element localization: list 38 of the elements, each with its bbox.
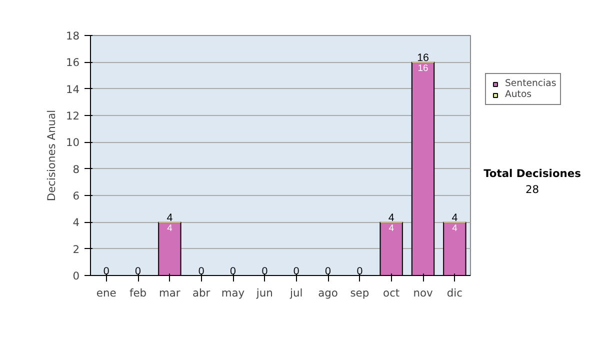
total-label: 0 [135, 266, 142, 278]
data-label: 4 [452, 223, 458, 234]
y-tick-label: 16 [66, 56, 80, 70]
y-tick-label: 6 [72, 190, 80, 202]
x-tick-label: sep [350, 286, 370, 300]
x-tick-label: may [221, 286, 245, 300]
data-label: 16 [418, 63, 428, 74]
x-tick-label: dic [446, 286, 463, 300]
x-tick-label: abr [192, 286, 211, 300]
y-tick-label: 8 [72, 162, 80, 176]
x-tick-label: feb [129, 286, 147, 300]
x-tick-label: jun [255, 286, 273, 300]
y-tick-label: 18 [66, 30, 80, 42]
total-label: 4 [388, 212, 394, 224]
total-label: 4 [452, 212, 458, 224]
y-tick-label: 10 [66, 136, 80, 150]
y-tick-label: 12 [66, 110, 80, 122]
y-tick-label: 14 [66, 82, 80, 96]
x-tick-label: ene [96, 286, 116, 300]
legend-label: Sentencias [505, 78, 556, 89]
text: 28 [525, 183, 540, 196]
data-label: 4 [388, 223, 394, 234]
text: Total Decisiones [484, 166, 581, 180]
x-tick-label: nov [413, 286, 433, 300]
y-tick-label: 0 [72, 270, 80, 282]
total-label: 4 [166, 212, 173, 224]
x-tick-label: mar [159, 286, 181, 300]
y-tick-label: 2 [72, 242, 80, 256]
x-tick-label: ago [318, 286, 338, 300]
y-tick-label: 4 [72, 216, 80, 230]
total-label: 0 [325, 266, 332, 278]
x-tick-label: jul [288, 286, 303, 300]
total-label: 0 [230, 266, 236, 278]
total-label: 16 [417, 52, 429, 64]
y-axis-title: Decisiones Anual [44, 110, 58, 202]
x-tick-label: oct [383, 286, 400, 300]
data-label: 4 [167, 223, 172, 234]
legend-label: Autos [505, 89, 532, 100]
